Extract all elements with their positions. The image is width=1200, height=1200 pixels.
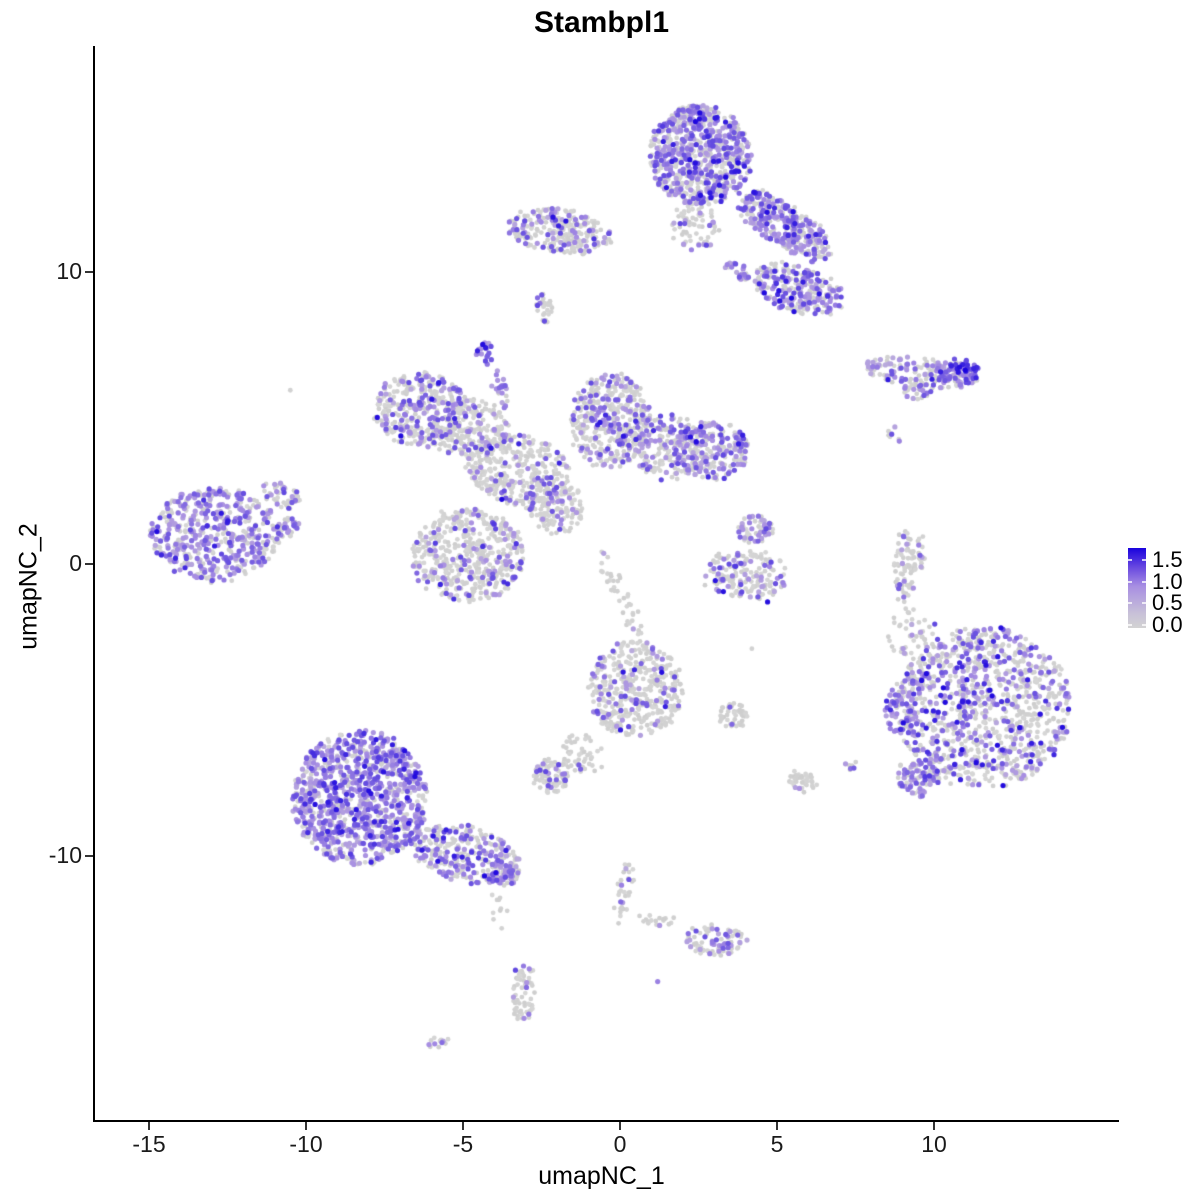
y-tick-mark xyxy=(85,563,93,565)
x-tick-label: 5 xyxy=(770,1131,784,1157)
x-tick-label: -15 xyxy=(132,1131,166,1157)
y-tick-mark xyxy=(85,271,93,273)
x-tick-mark xyxy=(619,1122,621,1130)
x-tick-mark xyxy=(462,1122,464,1130)
x-tick-label: -10 xyxy=(289,1131,323,1157)
y-tick-label: -10 xyxy=(48,842,82,868)
legend-tick-mark xyxy=(1142,624,1146,626)
x-tick-label: 0 xyxy=(613,1131,627,1157)
legend-tick-mark xyxy=(1128,602,1132,605)
x-tick-label: -5 xyxy=(452,1131,474,1157)
legend-tick-label: 1.5 xyxy=(1152,547,1183,573)
legend-tick-mark xyxy=(1128,580,1132,583)
x-tick-mark xyxy=(148,1122,150,1130)
y-tick-mark xyxy=(85,855,93,857)
legend-tick-mark xyxy=(1142,580,1146,583)
x-tick-mark xyxy=(305,1122,307,1130)
legend-tick-mark xyxy=(1142,559,1146,562)
plot-title: Stambpl1 xyxy=(533,6,670,39)
legend-tick-mark xyxy=(1142,602,1146,605)
x-tick-mark xyxy=(776,1122,778,1130)
x-tick-label: 10 xyxy=(921,1131,947,1157)
legend-tick-mark xyxy=(1128,559,1132,562)
x-axis-line xyxy=(93,1120,1119,1122)
legend-tick-label: 1.0 xyxy=(1152,568,1183,594)
legend-tick-mark xyxy=(1128,624,1132,626)
y-axis-title: umapNC_2 xyxy=(14,523,43,650)
y-tick-label: 0 xyxy=(69,550,82,576)
x-axis-title: umapNC_1 xyxy=(538,1162,665,1190)
legend-tick-label: 0.5 xyxy=(1152,590,1183,616)
legend-tick-label: 0.0 xyxy=(1152,612,1183,637)
y-tick-label: 10 xyxy=(56,258,82,284)
y-axis-line xyxy=(93,46,95,1122)
x-tick-mark xyxy=(933,1122,935,1130)
legend-gradient-bar xyxy=(1128,548,1146,628)
